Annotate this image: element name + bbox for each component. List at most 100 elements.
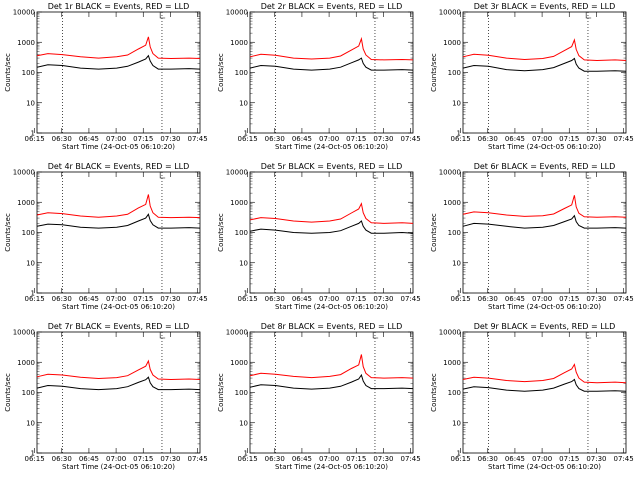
x-tick-label: 07:00 bbox=[319, 455, 339, 463]
lld-series-line bbox=[249, 36, 414, 61]
x-tick-label: 07:00 bbox=[532, 455, 552, 463]
chart-title: Det 8r BLACK = Events, RED = LLD bbox=[261, 322, 403, 331]
y-tick-label: 1000 bbox=[443, 39, 461, 47]
y-tick-label: 1000 bbox=[17, 199, 35, 207]
plot-frame bbox=[249, 331, 414, 454]
events-series-line bbox=[36, 213, 201, 229]
events-series-line bbox=[462, 214, 627, 229]
y-tick-label: 1 bbox=[244, 130, 248, 138]
y-axis-label: Counts/sec bbox=[430, 373, 438, 412]
x-tick-label: 07:45 bbox=[400, 295, 420, 303]
chart-title: Det 3r BLACK = Events, RED = LLD bbox=[474, 2, 616, 11]
y-tick-label: 10 bbox=[452, 99, 461, 107]
x-tick-label: 07:15 bbox=[133, 295, 153, 303]
x-tick-label: 06:45 bbox=[505, 455, 525, 463]
x-tick-label: 07:30 bbox=[586, 135, 606, 143]
x-tick-label: 07:45 bbox=[400, 455, 420, 463]
x-axis-label: Start Time (24-Oct-05 06:10:20) bbox=[488, 143, 601, 151]
x-tick-label: 07:00 bbox=[106, 455, 126, 463]
y-axis-label: Counts/sec bbox=[430, 213, 438, 252]
chart-title: Det 4r BLACK = Events, RED = LLD bbox=[48, 162, 190, 171]
lld-series-line bbox=[462, 195, 627, 218]
y-axis-label: Counts/sec bbox=[430, 53, 438, 92]
x-tick-label: 07:30 bbox=[373, 135, 393, 143]
chart-title: Det 7r BLACK = Events, RED = LLD bbox=[48, 322, 190, 331]
x-tick-label: 07:00 bbox=[106, 135, 126, 143]
lld-series-line bbox=[462, 363, 627, 384]
y-axis-label: Counts/sec bbox=[217, 53, 225, 92]
events-series-line bbox=[462, 378, 627, 392]
x-tick-label: 06:30 bbox=[265, 135, 285, 143]
x-tick-label: 06:45 bbox=[79, 295, 99, 303]
y-tick-label: 10000 bbox=[13, 169, 35, 177]
x-axis-label: Start Time (24-Oct-05 06:10:20) bbox=[62, 143, 175, 151]
x-tick-label: 07:30 bbox=[160, 295, 180, 303]
x-tick-label: 07:15 bbox=[559, 135, 579, 143]
x-axis-label: Start Time (24-Oct-05 06:10:20) bbox=[62, 303, 175, 311]
lld-series-line bbox=[36, 194, 201, 219]
x-tick-label: 07:15 bbox=[133, 455, 153, 463]
events-series-line bbox=[249, 220, 414, 234]
chart-title: Det 6r BLACK = Events, RED = LLD bbox=[474, 162, 616, 171]
lld-series-line bbox=[462, 38, 627, 62]
y-tick-label: 10000 bbox=[13, 9, 35, 17]
x-tick-label: 07:45 bbox=[400, 135, 420, 143]
chart-panel: Det 1r BLACK = Events, RED = LLD 1 10 100 10… bbox=[4, 2, 208, 151]
x-tick-label: 06:15 bbox=[24, 455, 44, 463]
y-tick-label: 1000 bbox=[230, 199, 248, 207]
x-tick-label: 07:30 bbox=[160, 135, 180, 143]
x-tick-label: 06:30 bbox=[478, 455, 498, 463]
y-tick-label: 10 bbox=[26, 419, 35, 427]
x-tick-label: 07:15 bbox=[559, 295, 579, 303]
y-tick-label: 1 bbox=[31, 450, 35, 458]
y-tick-label: 10000 bbox=[226, 329, 248, 337]
x-tick-label: 06:45 bbox=[79, 135, 99, 143]
y-axis-label: Counts/sec bbox=[217, 213, 225, 252]
x-tick-label: 06:15 bbox=[237, 455, 257, 463]
x-axis-label: Start Time (24-Oct-05 06:10:20) bbox=[275, 463, 388, 471]
x-tick-label: 07:45 bbox=[187, 295, 207, 303]
plot-frame bbox=[36, 171, 201, 294]
y-tick-label: 10000 bbox=[439, 169, 461, 177]
interval-marker bbox=[585, 12, 592, 19]
x-tick-label: 07:00 bbox=[532, 295, 552, 303]
x-tick-label: 06:15 bbox=[237, 295, 257, 303]
plot-frame bbox=[36, 11, 201, 134]
chart-panel: Det 7r BLACK = Events, RED = LLD 1 10 100 10… bbox=[4, 322, 208, 471]
y-tick-label: 10 bbox=[452, 259, 461, 267]
chart-panel: Det 6r BLACK = Events, RED = LLD 1 10 100 10… bbox=[430, 162, 634, 311]
x-tick-label: 07:45 bbox=[613, 455, 633, 463]
chart-title: Det 5r BLACK = Events, RED = LLD bbox=[261, 162, 403, 171]
x-tick-label: 06:15 bbox=[24, 295, 44, 303]
y-tick-label: 1000 bbox=[443, 359, 461, 367]
y-tick-label: 10 bbox=[452, 419, 461, 427]
x-tick-label: 06:45 bbox=[505, 295, 525, 303]
interval-marker bbox=[372, 172, 379, 179]
x-tick-label: 06:15 bbox=[450, 295, 470, 303]
y-tick-label: 1 bbox=[457, 450, 461, 458]
x-tick-label: 07:00 bbox=[106, 295, 126, 303]
y-tick-label: 1000 bbox=[443, 199, 461, 207]
plot-frame bbox=[462, 171, 627, 294]
lld-series-line bbox=[249, 202, 414, 224]
lld-series-line bbox=[36, 359, 201, 381]
x-tick-label: 07:30 bbox=[160, 455, 180, 463]
interval-marker bbox=[585, 332, 592, 339]
x-axis-label: Start Time (24-Oct-05 06:10:20) bbox=[275, 303, 388, 311]
x-tick-label: 07:45 bbox=[613, 135, 633, 143]
x-tick-label: 07:30 bbox=[586, 455, 606, 463]
y-tick-label: 10000 bbox=[13, 329, 35, 337]
y-axis-label: Counts/sec bbox=[4, 373, 12, 412]
x-tick-label: 07:45 bbox=[187, 135, 207, 143]
x-tick-label: 06:15 bbox=[450, 455, 470, 463]
y-tick-label: 100 bbox=[448, 69, 461, 77]
y-tick-label: 10 bbox=[26, 259, 35, 267]
y-tick-label: 1 bbox=[244, 450, 248, 458]
y-tick-label: 100 bbox=[22, 229, 35, 237]
interval-marker bbox=[159, 12, 166, 19]
plot-frame bbox=[36, 331, 201, 454]
x-tick-label: 07:00 bbox=[319, 135, 339, 143]
x-tick-label: 07:15 bbox=[346, 455, 366, 463]
y-tick-label: 1000 bbox=[230, 359, 248, 367]
